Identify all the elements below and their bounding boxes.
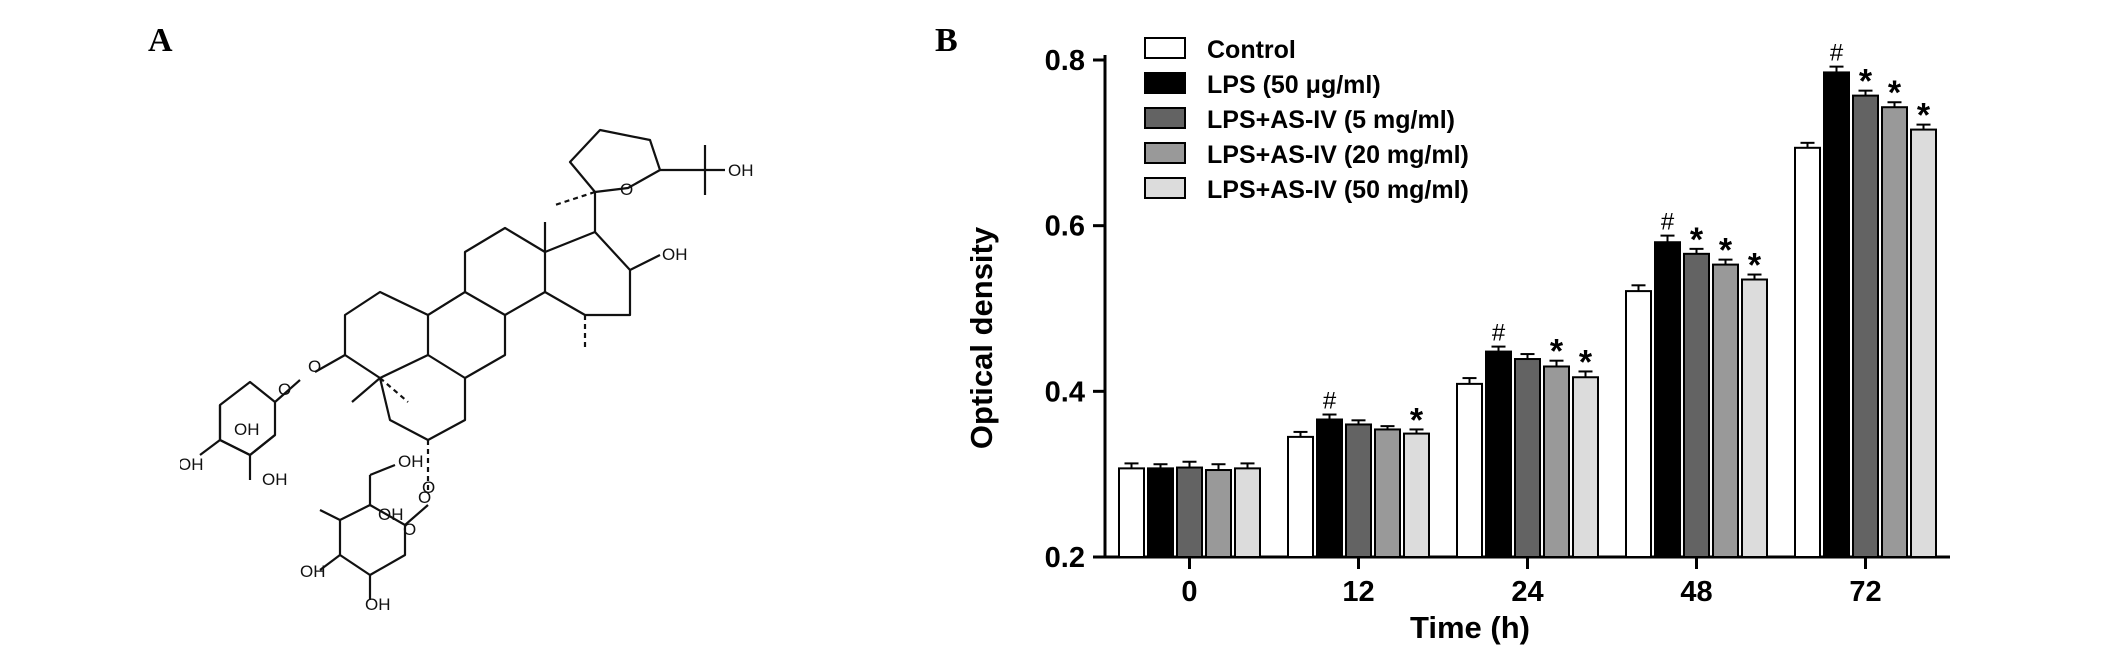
- atom-label: OH: [662, 245, 688, 264]
- x-tick-label: 0: [1181, 576, 1197, 608]
- legend-swatch: [1144, 72, 1186, 94]
- bar: [1823, 71, 1850, 559]
- significance-hash: #: [1661, 209, 1675, 236]
- y-tick-label: 0.6: [1045, 211, 1085, 243]
- legend-label: LPS+AS-IV (50 mg/ml): [1207, 176, 1469, 204]
- bar: [1374, 428, 1401, 559]
- y-tick-label: 0.8: [1045, 45, 1085, 77]
- bar: [1118, 467, 1145, 559]
- bar: [1572, 376, 1599, 559]
- legend: Control LPS (50 μg/ml) LPS+AS-IV (5 mg/ml)…: [1144, 36, 1469, 204]
- bar: [1485, 350, 1512, 558]
- bar: [1403, 432, 1430, 559]
- x-tick-label: 72: [1849, 576, 1881, 608]
- significance-hash: #: [1830, 40, 1844, 67]
- atom-label: OH: [398, 452, 424, 471]
- atom-label: OH: [180, 455, 204, 474]
- atom-label: OH: [728, 161, 754, 180]
- legend-swatch: [1144, 142, 1186, 164]
- bar: [1147, 467, 1174, 559]
- bar: [1654, 241, 1681, 558]
- legend-label: Control: [1207, 36, 1296, 64]
- y-tick-label: 0.4: [1045, 376, 1085, 408]
- y-axis-label: Optical density: [964, 226, 999, 449]
- atom-label: O: [422, 478, 435, 497]
- legend-swatch: [1144, 107, 1186, 129]
- x-axis-label: Time (h): [1410, 610, 1530, 645]
- bar: [1910, 128, 1937, 559]
- bar: [1683, 252, 1710, 559]
- y-tick-label: 0.2: [1045, 542, 1085, 574]
- bar: [1794, 146, 1821, 558]
- legend-label: LPS+AS-IV (20 mg/ml): [1207, 141, 1469, 169]
- bar: [1514, 358, 1541, 558]
- atom-label: O: [418, 488, 431, 507]
- bar-chart: 0.2 0.4 0.6 0.8 0 12 # * 24 # * * 48 # * * * 72 # * * * Optic…: [964, 36, 1950, 645]
- bar: [1176, 466, 1203, 559]
- significance-asterisk: *: [1719, 232, 1733, 270]
- atom-label: OH: [365, 595, 391, 610]
- x-tick-label: 24: [1511, 576, 1543, 608]
- bar: [1741, 278, 1768, 558]
- bar: [1456, 382, 1483, 558]
- x-tick-label: 48: [1680, 576, 1712, 608]
- significance-asterisk: *: [1690, 221, 1704, 259]
- atom-label: OH: [234, 420, 260, 439]
- legend-label: LPS (50 μg/ml): [1207, 71, 1381, 99]
- significance-asterisk: *: [1550, 333, 1564, 371]
- bar: [1881, 106, 1908, 558]
- bar: [1287, 435, 1314, 558]
- significance-asterisk: *: [1859, 63, 1873, 101]
- significance-asterisk: *: [1917, 97, 1931, 135]
- significance-asterisk: *: [1748, 247, 1762, 285]
- chemical-structure-diagram: O OH OH OH OH OH O OH OH O OH O O OH O: [180, 128, 754, 610]
- panel-label-b: B: [935, 22, 958, 59]
- legend-swatch: [1144, 177, 1186, 199]
- significance-hash: #: [1323, 388, 1337, 415]
- significance-hash: #: [1492, 320, 1506, 347]
- atom-label: O: [278, 380, 291, 399]
- bar: [1345, 423, 1372, 559]
- bar: [1852, 94, 1879, 558]
- atom-label: O: [403, 520, 416, 539]
- x-tick-label: 12: [1342, 576, 1374, 608]
- plot-area: 0.2 0.4 0.6 0.8 0 12 # * 24 # * * 48 # * * * 72 # * * *: [1045, 40, 1950, 608]
- bar: [1625, 290, 1652, 558]
- bar: [1205, 469, 1232, 558]
- legend-swatch: [1144, 37, 1186, 59]
- significance-asterisk: *: [1579, 343, 1593, 381]
- atom-label: OH: [378, 505, 404, 524]
- atom-label: OH: [262, 470, 288, 489]
- significance-asterisk: *: [1888, 74, 1902, 112]
- bar: [1712, 263, 1739, 558]
- atom-label: OH: [300, 562, 326, 581]
- bar: [1543, 365, 1570, 558]
- significance-asterisk: *: [1410, 401, 1424, 439]
- panel-label-a: A: [148, 22, 173, 59]
- atom-label: O: [620, 180, 633, 199]
- bar: [1234, 467, 1261, 559]
- bar: [1316, 418, 1343, 558]
- legend-label: LPS+AS-IV (5 mg/ml): [1207, 106, 1455, 134]
- atom-label: O: [308, 357, 321, 376]
